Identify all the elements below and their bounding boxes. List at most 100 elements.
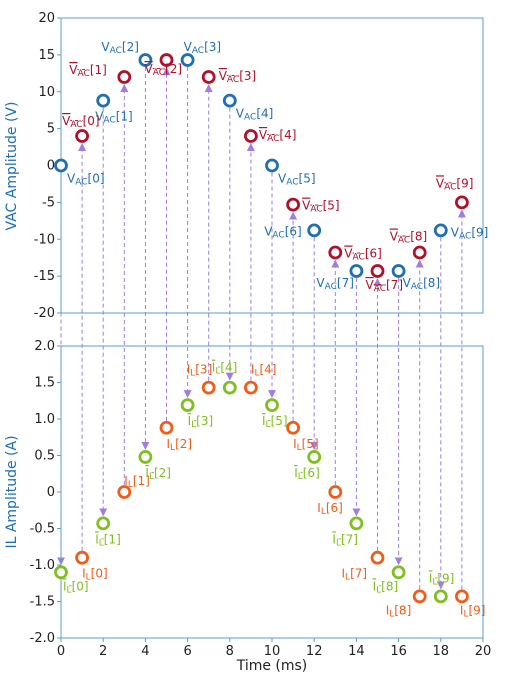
- il-bar-point: [307, 450, 322, 464]
- x-tick-label: 16: [390, 644, 407, 659]
- il-bar-point: [180, 398, 195, 413]
- vac-bar-point-label: VAC[8]: [390, 230, 428, 246]
- il-point: [243, 380, 258, 395]
- top-y-axis-label: VAC Amplitude (V): [4, 102, 20, 231]
- bottom-y-tick-label: 1.0: [34, 412, 55, 427]
- il-bar-point: [349, 516, 364, 531]
- vac-bar-point: [159, 53, 174, 67]
- il-bar-point: [391, 565, 406, 580]
- x-tick-label: 10: [264, 644, 281, 659]
- bottom-y-tick-label: -1.5: [30, 595, 55, 610]
- top-y-tick-label: 10: [38, 85, 55, 100]
- top-y-tick-label: 20: [38, 11, 55, 26]
- x-tick-label: 6: [183, 644, 191, 659]
- vac-point-label: VAC[6]: [264, 224, 302, 240]
- vac-point-label: VAC[0]: [67, 172, 105, 188]
- il-bar-point-label: IL[3]: [188, 414, 214, 430]
- vac-bar-point: [328, 245, 343, 260]
- il-point-label: IL[8]: [386, 603, 412, 619]
- vac-bar-point: [454, 195, 469, 210]
- vac-bar-point-label: VAC[5]: [302, 199, 340, 215]
- vac-point: [349, 264, 364, 278]
- vac-point: [222, 93, 237, 108]
- top-y-tick-label: -20: [34, 306, 55, 321]
- vac-bar-point-label: VAC[6]: [344, 247, 382, 263]
- top-y-tick-label: -10: [34, 232, 55, 247]
- vac-bar-point-label: VAC[0]: [62, 114, 100, 130]
- il-point-label: IL[4]: [251, 363, 277, 379]
- il-bar-point-label: IL[9]: [429, 571, 455, 587]
- vac-bar-point: [117, 70, 132, 84]
- bottom-y-axis-label: IL Amplitude (A): [4, 435, 20, 548]
- data-markers: [54, 53, 469, 604]
- top-y-ticks: 20 15 10 5 0 -5 -10 -15 -20: [34, 11, 61, 321]
- il-point: [328, 485, 343, 499]
- il-bar-point-label: IL[4]: [212, 361, 238, 377]
- il-point: [159, 420, 174, 435]
- x-axis-label: Time (ms): [236, 658, 308, 674]
- vac-point-label: VAC[2]: [101, 40, 139, 56]
- vac-point: [391, 264, 406, 278]
- top-y-tick-label: -5: [42, 195, 55, 210]
- top-y-tick-label: -15: [34, 269, 55, 284]
- il-point: [454, 589, 469, 604]
- il-point: [117, 485, 132, 499]
- bottom-y-tick-label: 2.0: [34, 339, 55, 354]
- vac-point-label: VAC[4]: [236, 107, 274, 123]
- arrow-connectors: [57, 67, 466, 590]
- vac-bar-point: [201, 70, 216, 84]
- il-bar-point: [433, 589, 448, 604]
- il-bar-point: [222, 380, 237, 395]
- vac-bar-point: [286, 197, 301, 212]
- il-bar-point-label: IL[2]: [145, 466, 171, 482]
- il-point-label: IL[7]: [342, 567, 368, 583]
- x-tick-label: 18: [433, 644, 450, 659]
- il-point-label: IL[0]: [82, 567, 108, 583]
- vac-point: [96, 93, 111, 108]
- vac-point-label: VAC[7]: [316, 276, 354, 292]
- il-bar-point-label: IL[8]: [373, 579, 399, 595]
- il-point-label: IL[3]: [187, 363, 213, 379]
- x-tick-label: 12: [306, 644, 323, 659]
- vac-point: [433, 223, 448, 238]
- top-y-tick-label: 5: [47, 122, 55, 137]
- bottom-y-tick-label: 1.5: [34, 376, 55, 391]
- il-bar-point-label: IL[7]: [332, 532, 358, 548]
- vac-bar-point-label: VAC[7]: [366, 278, 404, 294]
- il-point-label: IL[5]: [293, 437, 319, 453]
- point-labels: VAC[0]VAC[1]VAC[2] VAC[3]VAC[4]VAC[5]VAC[…: [62, 40, 488, 619]
- x-ticks: 0 2 4 6 8 10 12 14 16 18 20: [57, 638, 491, 659]
- il-point: [286, 420, 301, 435]
- vac-bar-point: [370, 264, 385, 278]
- bottom-y-tick-label: -2.0: [30, 631, 55, 646]
- vac-point: [138, 53, 153, 67]
- x-tick-label: 4: [141, 644, 149, 659]
- vac-point-label: VAC[1]: [95, 110, 133, 126]
- vac-point: [180, 53, 195, 67]
- il-point: [75, 550, 89, 565]
- vac-point-label: VAC[9]: [451, 225, 489, 241]
- il-bar-point-label: IL[6]: [294, 466, 320, 482]
- vac-bar-point-label: VAC[4]: [259, 128, 297, 144]
- vac-point: [54, 158, 68, 173]
- vac-bar-point: [243, 129, 258, 143]
- il-point: [412, 589, 427, 604]
- vac-point-label: VAC[5]: [278, 172, 316, 188]
- il-point-label: IL[9]: [460, 603, 486, 619]
- il-bar-point-label: IL[1]: [95, 532, 121, 548]
- il-bar-point: [265, 398, 279, 413]
- vac-bar-point: [412, 245, 427, 260]
- il-point: [201, 380, 216, 395]
- vac-point-label: VAC[8]: [403, 276, 441, 292]
- il-bar-point-label: IL[0]: [63, 579, 89, 595]
- il-bar-point: [54, 565, 68, 580]
- il-point-label: IL[6]: [317, 501, 343, 517]
- vac-bar-point-label: VAC[3]: [219, 69, 257, 85]
- top-y-tick-label: 15: [38, 48, 55, 63]
- bottom-y-tick-label: -1.0: [30, 558, 55, 573]
- top-y-tick-label: 0: [47, 159, 55, 174]
- il-bar-point-label: IL[5]: [262, 414, 288, 430]
- bottom-y-tick-label: -0.5: [30, 522, 55, 537]
- vac-bar-point: [75, 129, 89, 143]
